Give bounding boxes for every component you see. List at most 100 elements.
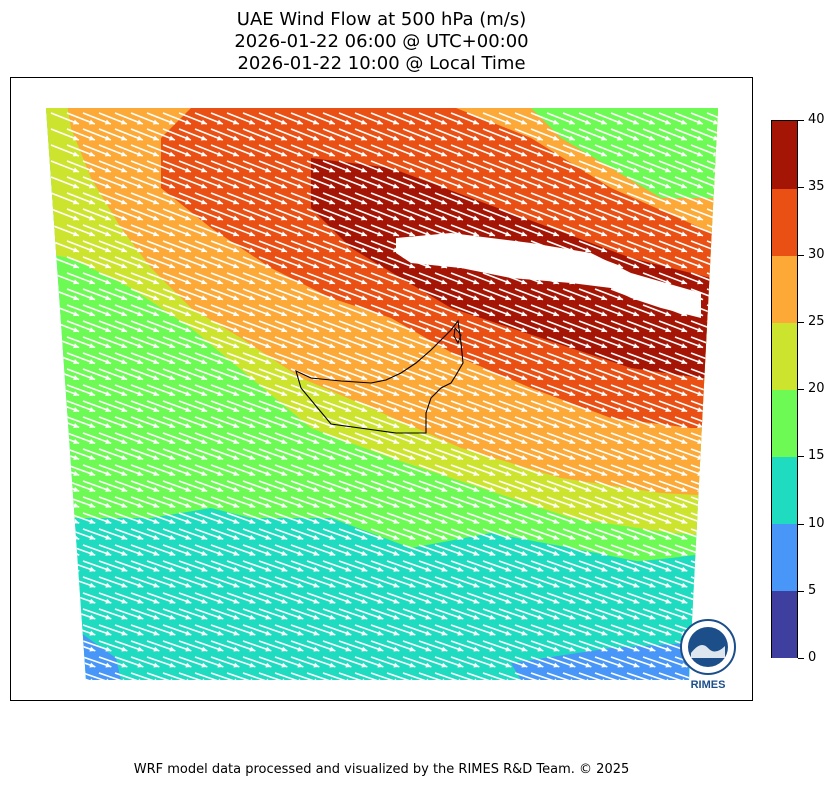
wind-arrow-head [89, 279, 96, 285]
wind-arrow-head [345, 646, 352, 652]
wind-arrow-head [201, 662, 208, 668]
wind-arrow-head [249, 231, 255, 237]
wind-arrow-head [617, 566, 624, 572]
wind-arrow-head [153, 263, 160, 269]
wind-arrow-head [505, 295, 512, 301]
wind-arrow-head [233, 662, 240, 668]
wind-arrow-head [345, 263, 352, 269]
wind-arrow-head [264, 151, 271, 157]
wind-arrow-head [665, 678, 672, 680]
wind-arrow-head [537, 534, 544, 540]
wind-arrow-head [664, 151, 671, 157]
wind-arrow-head [473, 327, 480, 333]
wind-arrow-head [281, 678, 288, 680]
wind-arrow-head [568, 119, 575, 125]
wind-arrow-head [632, 199, 639, 205]
wind-arrow-head [121, 231, 127, 237]
wind-arrow [50, 640, 80, 652]
wind-arrow-head [537, 518, 544, 524]
wind-arrow-head [409, 247, 416, 253]
wind-arrow-head [521, 470, 528, 476]
wind-arrow-head [105, 502, 112, 508]
wind-arrow-head [249, 502, 256, 508]
wind-arrow-head [457, 534, 464, 540]
wind-arrow-head [89, 470, 96, 476]
wind-arrow-head [185, 614, 192, 620]
wind-arrow-head [713, 279, 718, 285]
wind-arrow-head [393, 423, 400, 428]
wind-arrow-head [569, 518, 576, 524]
wind-arrow-head [457, 614, 464, 620]
wind-arrow-head [601, 470, 608, 476]
wind-arrow-head [232, 135, 239, 141]
wind-arrow-head [665, 646, 672, 652]
wind-arrow-head [665, 614, 672, 620]
wind-arrow-head [600, 119, 607, 125]
wind-arrow-head [313, 470, 320, 476]
wind-arrow [98, 672, 128, 680]
wind-arrow-head [569, 311, 576, 317]
wind-arrow-head [136, 183, 143, 189]
wind-arrow-head [329, 263, 336, 269]
wind-arrow-head [712, 199, 718, 205]
wind-arrow-head [120, 215, 127, 221]
wind-arrow-head [425, 311, 432, 317]
wind-arrow-head [233, 295, 240, 301]
wind-arrow-head [121, 279, 128, 285]
wind-arrow-head [633, 518, 640, 524]
wind-arrow-head [217, 598, 224, 604]
wind-arrow-head [665, 582, 672, 588]
wind-arrow-head [137, 582, 144, 588]
wind-arrow-head [233, 518, 240, 524]
wind-arrow-head [729, 295, 735, 300]
wind-arrow-head [89, 598, 96, 604]
wind-arrow [706, 240, 718, 253]
wind-arrow-head [169, 279, 176, 285]
wind-arrow-head [233, 279, 240, 285]
wind-arrow-head [216, 151, 223, 157]
wind-arrow-head [553, 502, 560, 508]
wind-arrow-head [441, 407, 448, 412]
wind-arrow-head [329, 486, 336, 492]
wind-arrow-head [281, 423, 288, 428]
wind-arrow-head [73, 279, 80, 285]
wind-arrow-head [361, 454, 368, 460]
wind-arrow-head [441, 662, 448, 668]
wind-arrow-head [617, 582, 624, 588]
wind-arrow-head [121, 439, 128, 444]
wind-arrow-head [169, 550, 176, 556]
wind-arrow-head [281, 343, 288, 349]
wind-arrow [642, 672, 672, 680]
wind-arrow-head [680, 167, 687, 173]
wind-arrow-head [425, 375, 432, 381]
wind-arrow-head [265, 518, 272, 524]
wind-arrow-head [697, 247, 704, 253]
wind-arrow-head [681, 470, 688, 476]
wind-arrow-head [504, 183, 511, 189]
wind-arrow-head [697, 311, 704, 317]
wind-arrow-head [104, 135, 111, 141]
wind-arrow-head [665, 598, 672, 604]
wind-arrow-head [137, 614, 144, 620]
wind-arrow-head [89, 343, 96, 349]
wind-arrow-head [184, 119, 191, 125]
wind-arrow-head [489, 327, 496, 333]
wind-arrow-head [488, 167, 495, 173]
wind-arrow-head [553, 375, 560, 381]
wind-arrow-head [584, 119, 591, 125]
wind-arrow-head [233, 630, 240, 636]
wind-arrow-head [169, 454, 176, 460]
wind-arrow-head [345, 247, 352, 253]
wind-arrow-head [232, 119, 239, 125]
wind-arrow-head [280, 199, 287, 205]
wind-arrow-head [233, 247, 240, 253]
wind-arrow-head [297, 263, 304, 269]
wind-arrow-head [441, 470, 448, 476]
wind-arrow-head [121, 470, 128, 476]
wind-arrow-head [665, 423, 672, 428]
wind-arrow-head [632, 119, 639, 125]
logo-text: RIMES [691, 679, 726, 691]
wind-arrow-head [505, 614, 512, 620]
wind-arrow-head [217, 486, 224, 492]
wind-arrow-head [280, 119, 287, 125]
